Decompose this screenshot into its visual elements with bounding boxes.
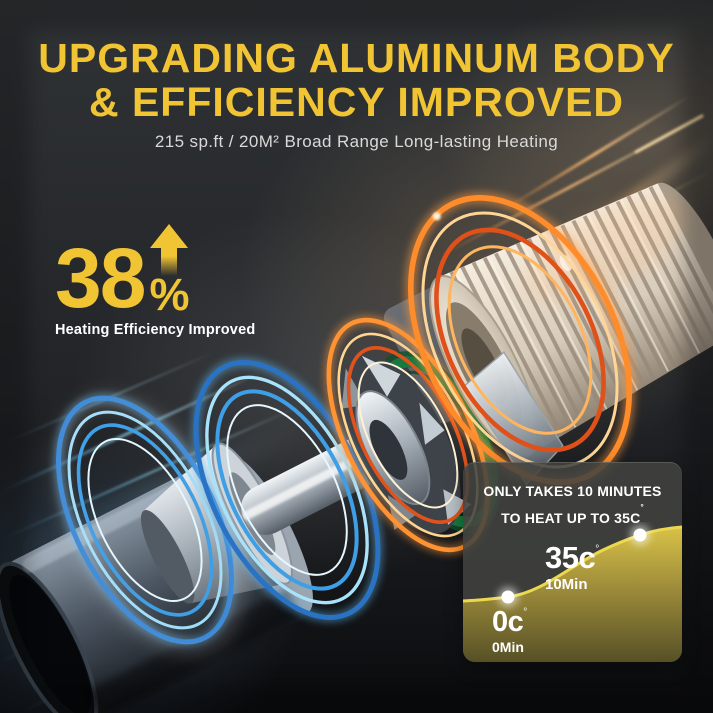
heat-up-info-card: ONLY TAKES 10 MINUTES TO HEAT UP TO 35C°… <box>463 462 682 662</box>
chart-point-start <box>501 590 515 604</box>
card-title: ONLY TAKES 10 MINUTES TO HEAT UP TO 35C° <box>463 480 682 530</box>
end-time-label: 10Min <box>545 576 588 593</box>
end-degree-mark: ° <box>595 544 600 555</box>
stat-label: Heating Efficiency Improved <box>55 322 256 339</box>
stat-unit: % <box>149 269 190 320</box>
card-title-line-1: ONLY TAKES 10 MINUTES <box>483 483 662 499</box>
chart-curve-line <box>463 525 682 603</box>
end-temp-value: 35c <box>545 540 596 575</box>
title-line-2: & EFFICIENCY IMPROVED <box>88 78 625 125</box>
efficiency-stat: 38 % Heating Efficiency Improved <box>55 224 255 338</box>
title-line-1: UPGRADING ALUMINUM BODY <box>38 35 675 81</box>
card-title-line-2: TO HEAT UP TO 35C° <box>501 503 644 527</box>
start-degree-mark: ° <box>523 607 528 618</box>
mount-bracket <box>463 351 564 486</box>
degree-mark: ° <box>640 503 644 513</box>
page-subtitle: 215 sp.ft / 20M² Broad Range Long-lastin… <box>154 132 559 151</box>
impeller <box>339 354 472 534</box>
chart-point-end <box>633 528 647 542</box>
chart-label-start: 0c° 0Min <box>492 606 528 655</box>
stat-value: 38 <box>55 230 146 325</box>
arrow-up-icon <box>150 224 189 276</box>
chart-label-end: 35c° 10Min <box>545 542 599 592</box>
chart-area-fill <box>463 527 682 662</box>
start-temp-value: 0c <box>492 606 524 638</box>
page-title: UPGRADING ALUMINUM BODY & EFFICIENCY IMP… <box>0 35 713 125</box>
start-time-label: 0Min <box>492 639 524 655</box>
heat-up-area-chart <box>463 525 682 662</box>
